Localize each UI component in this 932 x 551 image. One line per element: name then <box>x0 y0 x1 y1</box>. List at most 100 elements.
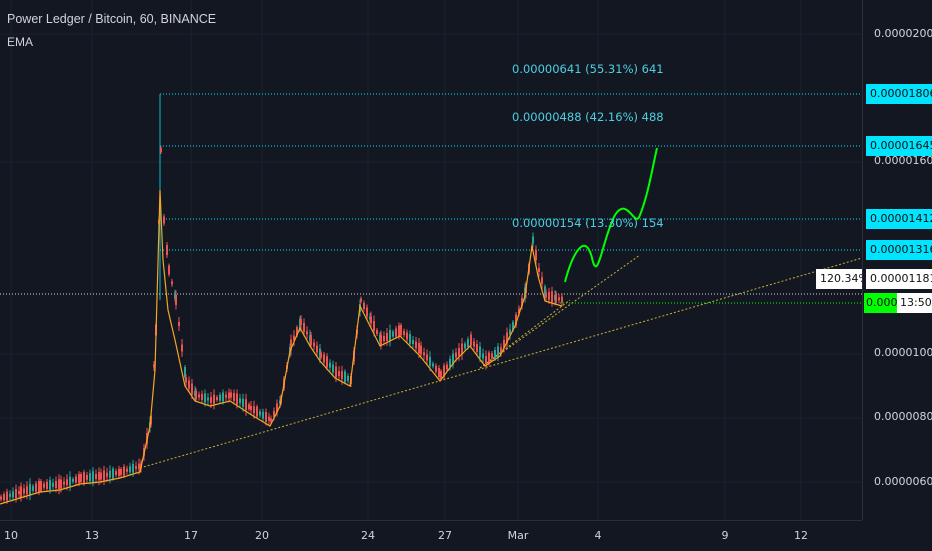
candle <box>338 371 340 377</box>
candle <box>440 371 442 379</box>
candle <box>204 393 206 403</box>
candle <box>248 404 250 410</box>
candle <box>250 406 252 410</box>
candle <box>392 331 394 337</box>
candle <box>52 482 54 487</box>
candle <box>12 491 14 498</box>
candle <box>485 356 487 364</box>
candle <box>103 470 105 481</box>
candle <box>518 308 520 314</box>
time-axis[interactable]: 10 13 17 20 24 27 Mar 4 9 12 <box>0 520 862 551</box>
candle <box>303 322 305 332</box>
candle <box>72 478 74 482</box>
candle <box>316 345 318 353</box>
candle <box>40 481 42 491</box>
candle <box>256 406 258 417</box>
candle <box>201 394 203 400</box>
candle <box>503 340 505 348</box>
candle <box>435 365 437 372</box>
time-tick: 4 <box>594 529 602 542</box>
candle <box>262 411 264 419</box>
candle <box>412 340 414 344</box>
candle <box>376 330 378 334</box>
candle <box>109 470 111 478</box>
indicator-legend-ema[interactable]: EMA <box>7 35 34 49</box>
candle <box>163 216 165 224</box>
candle <box>135 466 137 469</box>
candle <box>35 483 37 492</box>
candle <box>213 394 215 404</box>
candle <box>506 332 508 344</box>
candle <box>207 397 209 401</box>
candle <box>69 476 71 486</box>
candle <box>92 471 94 483</box>
candle <box>329 362 331 368</box>
candle <box>32 485 34 491</box>
chart-title[interactable]: Power Ledger / Bitcoin, 60, BINANCE <box>7 12 217 26</box>
fib-label-1: 0.00000641 (55.31%) 641 <box>512 62 664 76</box>
candle <box>66 479 68 486</box>
bar-countdown-tag: 13:50 <box>897 293 932 313</box>
candle <box>49 480 51 491</box>
price-chart[interactable] <box>0 0 863 520</box>
price-tag-fib: 0.00001412 <box>866 209 932 229</box>
candle <box>112 468 114 479</box>
candle <box>265 412 267 422</box>
candle <box>166 245 168 255</box>
candle <box>3 494 5 501</box>
candle <box>153 364 155 368</box>
trendline <box>479 299 571 369</box>
candle <box>126 468 128 472</box>
candle <box>443 365 445 377</box>
candle <box>555 293 557 303</box>
candle <box>106 472 108 477</box>
candle <box>509 329 511 335</box>
candle <box>532 236 534 244</box>
candle <box>293 335 295 341</box>
last-price-tag: 0.000 <box>864 293 900 313</box>
chart-pane[interactable]: Power Ledger / Bitcoin, 60, BINANCE EMA … <box>0 0 873 520</box>
candle <box>195 390 197 400</box>
candle <box>488 352 490 364</box>
candle <box>406 332 408 340</box>
time-tick: 9 <box>721 529 729 542</box>
candle <box>188 380 190 389</box>
candle <box>236 393 238 405</box>
candle <box>75 476 77 483</box>
candle <box>544 286 546 297</box>
candle <box>60 479 62 489</box>
candle <box>310 335 312 345</box>
candle <box>360 298 362 302</box>
candle <box>273 411 275 417</box>
candle <box>494 350 496 358</box>
candle <box>418 343 420 353</box>
candle <box>464 343 466 349</box>
candle <box>482 353 484 359</box>
candle <box>98 472 100 481</box>
candle <box>26 486 28 495</box>
candle <box>470 334 472 346</box>
candle <box>219 394 221 401</box>
candle <box>43 483 45 488</box>
candle <box>538 268 540 272</box>
candle <box>198 394 200 398</box>
candle <box>55 481 57 488</box>
candle <box>38 481 40 493</box>
candle <box>438 368 440 377</box>
candle <box>395 328 397 337</box>
candle <box>409 334 411 344</box>
candle <box>83 472 85 484</box>
candle <box>245 399 247 411</box>
candle <box>132 463 134 473</box>
candle <box>171 281 173 285</box>
candle <box>473 341 475 347</box>
candle <box>230 392 232 398</box>
candle <box>216 397 218 400</box>
candle <box>383 336 385 341</box>
trendline <box>479 254 641 369</box>
candle <box>58 479 60 490</box>
candle <box>63 481 65 485</box>
candle <box>239 398 241 404</box>
